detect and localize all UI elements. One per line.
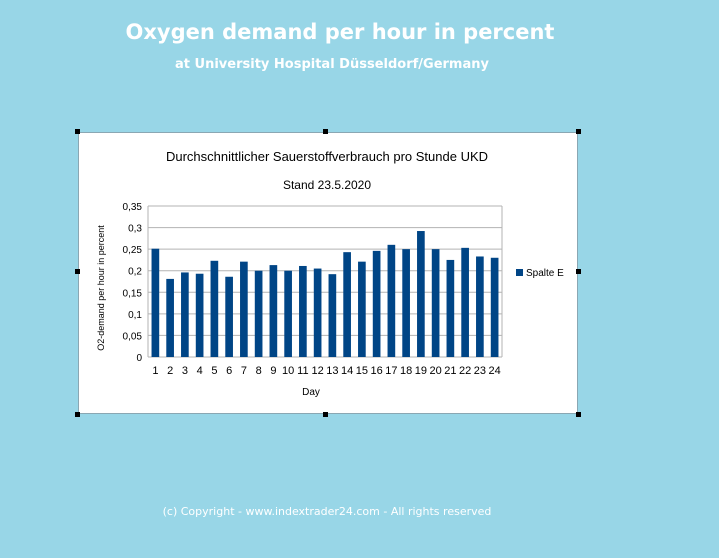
bar [476,256,484,357]
bar [372,250,381,357]
bar [387,244,396,357]
y-tick-label: 0 [136,353,142,364]
y-tick-label: 0,25 [123,245,143,256]
resize-handle-bottom-right[interactable] [576,412,581,417]
x-tick-label: 13 [326,365,338,377]
x-tick-label: 10 [282,365,294,377]
resize-handle-top-left[interactable] [75,129,80,134]
x-tick-label: 15 [356,365,368,377]
legend-label: Spalte E [526,268,564,279]
x-tick-label: 24 [489,365,501,377]
bar [210,260,219,357]
x-tick-label: 9 [270,365,276,377]
copyright-notice: (c) Copyright - www.indextrader24.com - … [162,505,492,518]
x-tick-label: 16 [371,365,383,377]
x-tick-label: 17 [385,365,397,377]
bar [254,270,263,357]
bar [240,261,248,357]
bar-chart: Durchschnittlicher Sauerstoffverbrauch p… [96,149,564,398]
bar [490,257,499,357]
bar [269,265,278,357]
x-tick-label: 12 [312,365,324,377]
bar [151,248,160,357]
y-tick-label: 0,05 [123,331,143,342]
bar [446,259,455,357]
x-tick-label: 21 [444,365,456,377]
x-tick-label: 19 [415,365,427,377]
resize-handle-top-right[interactable] [576,129,581,134]
y-tick-label: 0,35 [123,202,143,213]
chart-title: Durchschnittlicher Sauerstoffverbrauch p… [166,149,488,164]
x-tick-label: 6 [226,365,232,377]
x-tick-label: 2 [167,365,173,377]
x-tick-label: 20 [430,365,442,377]
x-tick-label: 23 [474,365,486,377]
y-tick-label: 0,3 [128,224,142,235]
y-tick-label: 0,15 [123,288,143,299]
resize-handle-bottom-center[interactable] [323,412,328,417]
x-tick-label: 22 [459,365,471,377]
bar [225,276,233,357]
resize-handle-bottom-left[interactable] [75,412,80,417]
bar [313,268,322,357]
bar [299,265,307,357]
bar [358,261,366,357]
resize-handle-middle-left[interactable] [75,269,80,274]
x-tick-label: 7 [241,365,247,377]
x-tick-label: 5 [211,365,217,377]
legend-swatch [516,269,523,276]
x-tick-label: 1 [152,365,158,377]
bar [166,278,174,357]
bar [343,252,351,357]
page-subtitle: at University Hospital Düsseldorf/German… [175,57,489,72]
x-tick-label: 14 [341,365,353,377]
resize-handle-middle-right[interactable] [576,269,581,274]
chart-subtitle: Stand 23.5.2020 [283,178,371,192]
bar [461,247,469,357]
bar [328,274,337,357]
bar [284,270,292,357]
bar [195,273,204,357]
x-tick-label: 8 [256,365,262,377]
bar [181,272,189,357]
chart-frame[interactable]: Durchschnittlicher Sauerstoffverbrauch p… [75,129,581,417]
x-tick-label: 4 [197,365,203,377]
resize-handle-top-center[interactable] [323,129,328,134]
y-tick-label: 0,1 [128,310,142,321]
y-tick-label: 0,2 [128,267,142,278]
y-axis-label: O2-demand per hour in percent [96,225,106,351]
x-tick-label: 11 [297,365,308,377]
bar [402,249,410,357]
x-tick-label: 3 [182,365,188,377]
page-title: Oxygen demand per hour in percent [125,20,555,44]
x-axis-label: Day [302,387,320,398]
bar [417,231,425,357]
x-tick-label: 18 [400,365,412,377]
bar [431,249,440,357]
